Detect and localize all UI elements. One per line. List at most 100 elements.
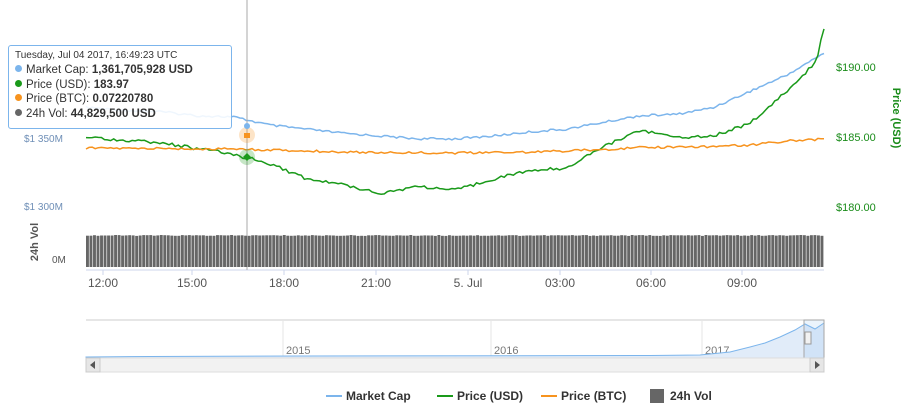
legend-swatch-24h-vol (650, 389, 664, 403)
volume-bar (676, 235, 680, 267)
series-line-price-usd[interactable] (85, 28, 825, 195)
scrollbar-track[interactable] (85, 357, 825, 373)
volume-bar (198, 235, 202, 267)
volume-bar (472, 235, 476, 267)
volume-bar (339, 235, 342, 267)
volume-bar (816, 235, 820, 267)
legend-label-market-cap: Market Cap (346, 389, 411, 403)
volume-bar (785, 235, 789, 267)
volume-bar (135, 235, 139, 267)
volume-bar (233, 235, 237, 267)
volume-bar (644, 235, 648, 267)
volume-bar (546, 235, 550, 267)
volume-bar (117, 235, 121, 267)
volume-bar (254, 235, 258, 267)
volume-bar (802, 235, 806, 267)
volume-bar (532, 235, 536, 267)
volume-bar (244, 235, 248, 267)
scrollbar[interactable] (85, 357, 825, 373)
x-tick-label: 18:00 (269, 276, 299, 290)
volume-bar (581, 235, 585, 267)
x-ticks: 12:00 15:00 18:00 21:00 5. Jul 03:00 06:00 09:0… (88, 270, 757, 290)
tooltip-label: Price (BTC): (26, 93, 90, 105)
x-tick-label: 5. Jul (454, 276, 483, 290)
volume-bar (658, 235, 662, 267)
volume-bar (209, 235, 212, 267)
tooltip-label: Price (USD): (26, 78, 91, 91)
volume-bar (704, 235, 708, 267)
volume-bar (265, 235, 269, 267)
hover-marker-btc (244, 133, 250, 138)
volume-bar (757, 235, 761, 267)
legend[interactable]: Market Cap Price (USD) Price (BTC) 24h V… (326, 389, 712, 403)
volume-bar (173, 235, 177, 267)
volume-bar (620, 235, 624, 267)
volume-bar (124, 235, 128, 267)
series-line-price-btc[interactable] (85, 137, 825, 155)
volume-bar (690, 235, 694, 267)
volume-bar (374, 235, 378, 267)
y-tick-185: $185.00 (836, 132, 876, 144)
volume-bar (377, 235, 381, 267)
volume-bar (184, 235, 188, 267)
y-tick-190: $190.00 (836, 62, 876, 74)
volume-bar (722, 235, 725, 267)
y-tick-1350m: $1 350M (24, 134, 63, 145)
volume-bar (282, 235, 286, 267)
tooltip-row-24h-vol: 24h Vol: 44,829,500 USD (15, 107, 225, 122)
volume-bar (792, 235, 796, 267)
volume-bar (613, 235, 617, 267)
navigator[interactable]: 2015 2016 2017 (85, 319, 825, 359)
volume-bar (430, 235, 434, 267)
legend-item-price-usd[interactable]: Price (USD) (437, 389, 523, 403)
volume-bar (535, 235, 539, 267)
y-tick-180: $180.00 (836, 202, 876, 214)
x-tick-label: 06:00 (636, 276, 666, 290)
volume-bar (806, 235, 810, 267)
volume-bar (107, 235, 110, 267)
volume-bar (293, 235, 297, 267)
volume-bar (395, 235, 399, 267)
volume-bar (813, 235, 817, 267)
volume-bar (159, 235, 163, 267)
volume-bar (563, 235, 567, 267)
volume-bar (729, 235, 733, 267)
volume-bar (718, 235, 722, 267)
volume-bar (251, 235, 255, 267)
volume-bar (708, 235, 711, 267)
volume-bar (511, 235, 515, 267)
volume-bar (476, 235, 479, 267)
volume-bar (493, 235, 497, 267)
volume-bar (669, 235, 673, 267)
volume-bar (641, 235, 645, 267)
volume-bar (743, 235, 747, 267)
volume-bar (360, 235, 364, 267)
volume-bar (310, 235, 314, 267)
caret-left-icon (90, 361, 95, 369)
volume-bar (226, 235, 230, 267)
volume-bar (732, 235, 736, 267)
volume-bar (592, 235, 595, 267)
legend-item-24h-vol[interactable]: 24h Vol (650, 389, 712, 403)
volume-bar (764, 235, 768, 267)
volume-bar (725, 235, 729, 267)
tooltip-value: 0.07220780 (92, 93, 154, 105)
legend-item-market-cap[interactable]: Market Cap (326, 389, 411, 403)
volume-bar (346, 235, 349, 267)
volume-bar (205, 235, 209, 267)
volume-bar (412, 235, 416, 267)
volume-bar (332, 235, 335, 267)
volume-bar (324, 235, 328, 267)
legend-item-price-btc[interactable]: Price (BTC) (541, 389, 626, 403)
x-tick-label: 12:00 (88, 276, 118, 290)
tooltip-label: Market Cap: (26, 64, 89, 76)
volume-tick-0m: 0M (52, 255, 66, 266)
tooltip-row-price-usd: Price (USD): 183.97 (15, 78, 225, 93)
volume-bar (549, 235, 553, 267)
legend-label-price-usd: Price (USD) (457, 389, 523, 403)
volume-bar (634, 235, 638, 267)
volume-bar (767, 235, 771, 267)
grip-icon[interactable] (804, 331, 812, 345)
volume-bar (89, 235, 93, 267)
